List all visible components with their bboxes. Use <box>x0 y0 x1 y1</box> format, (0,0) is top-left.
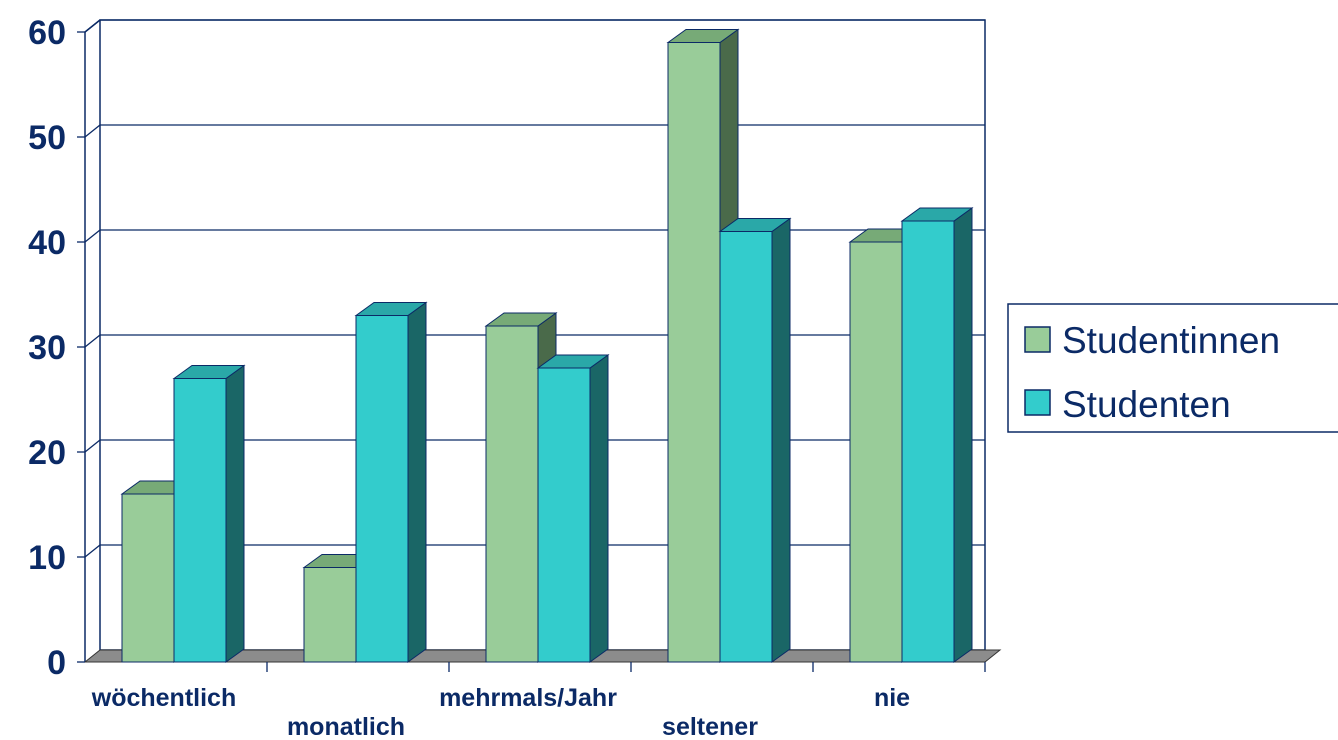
bar-front <box>537 367 591 663</box>
bar-studenten-1 <box>354 301 428 663</box>
bars <box>120 28 974 663</box>
bar-front <box>355 315 409 663</box>
gridline-side <box>84 229 101 243</box>
y-tick-label: 40 <box>28 224 66 262</box>
bar-front <box>121 493 175 663</box>
y-tick-label: 0 <box>47 644 66 682</box>
bar-front <box>901 220 955 663</box>
bar-front <box>303 567 357 663</box>
bar-side <box>771 217 791 663</box>
bar-side <box>953 207 973 663</box>
gridline-side <box>84 334 101 348</box>
bar-front <box>173 378 227 663</box>
legend-label-studenten: Studenten <box>1062 384 1231 425</box>
y-tick-label: 50 <box>28 119 66 157</box>
bar-studenten-0 <box>172 364 246 663</box>
bar-side <box>589 354 609 663</box>
bar-side <box>407 301 427 663</box>
gridline-side <box>84 439 101 453</box>
y-tick-label: 60 <box>28 14 66 52</box>
x-axis: wöchentlich monatlich mehrmals/Jahr seltene… <box>91 662 986 740</box>
y-axis: 0 10 20 30 40 50 60 <box>28 14 85 682</box>
legend-box <box>1007 303 1338 433</box>
x-tick-label: wöchentlich <box>91 684 236 712</box>
bar-front <box>667 42 721 663</box>
gridline-side <box>84 124 101 138</box>
bar-studenten-3 <box>718 217 792 663</box>
bar-side <box>225 364 245 663</box>
bar-studenten-4 <box>900 207 974 663</box>
bar-front <box>719 231 773 663</box>
gridline-side <box>84 544 101 558</box>
legend-label-studentinnen: Studentinnen <box>1062 320 1280 361</box>
x-tick-label: nie <box>874 684 910 712</box>
gridline-side <box>84 19 101 33</box>
y-tick-label: 20 <box>28 434 66 472</box>
y-tick-label: 30 <box>28 329 66 367</box>
x-tick-label: monatlich <box>287 713 405 740</box>
bar-studenten-2 <box>536 354 610 663</box>
bar-front <box>485 325 539 663</box>
x-tick-label: seltener <box>662 713 758 740</box>
bar-front <box>849 241 903 663</box>
legend: Studentinnen Studenten <box>1007 303 1338 433</box>
legend-swatch-studentinnen <box>1024 326 1051 353</box>
x-tick-label: mehrmals/Jahr <box>439 684 617 712</box>
legend-swatch-studenten <box>1024 389 1051 416</box>
y-tick-label: 10 <box>28 539 66 577</box>
